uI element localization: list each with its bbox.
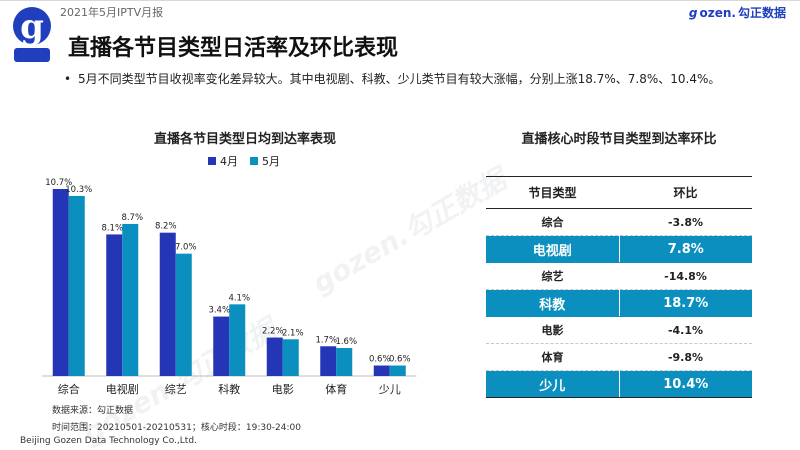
data-source: 数据来源：勾正数据 xyxy=(52,406,134,416)
brand-name: ozen. xyxy=(699,5,736,20)
header-change: 环比 xyxy=(673,186,698,200)
header-divider xyxy=(0,0,800,1)
data-label: 2.2% xyxy=(262,327,284,337)
table-row: 科教 18.7% xyxy=(486,290,752,317)
header-type: 节目类型 xyxy=(528,186,577,200)
legend-item-april: 4月 xyxy=(208,153,238,169)
table-row: 电视剧 7.8% xyxy=(486,236,752,263)
cell-change: 7.8% xyxy=(618,236,753,262)
cell-change: -4.1% xyxy=(667,323,704,337)
data-label: 1.6% xyxy=(335,337,357,347)
brand-g: g xyxy=(688,5,698,20)
chart-legend: 4月 5月 xyxy=(208,153,280,169)
company-name: Beijing Gozen Data Technology Co.,Ltd. xyxy=(20,436,197,446)
x-tick-label: 电视剧 xyxy=(106,382,139,396)
data-label: 10.7% xyxy=(45,178,72,188)
legend-label-april: 4月 xyxy=(220,155,238,168)
cell-type: 科教 xyxy=(539,297,566,313)
table-row: 综合 -3.8% xyxy=(486,209,752,236)
brand-logo: g ozen. 勾正数据 xyxy=(689,4,786,21)
bar-april xyxy=(266,337,283,376)
legend-swatch-april xyxy=(208,157,216,165)
change-table: 节目类型 环比 综合 -3.8% 电视剧 7.8% 综艺 -14.8% 科教 18.7% 电影 -… xyxy=(486,176,752,398)
bar-may xyxy=(336,348,353,376)
x-tick-label: 综艺 xyxy=(165,382,187,396)
cell-change: 18.7% xyxy=(618,290,753,316)
bar-may xyxy=(229,304,246,376)
cell-type: 电影 xyxy=(541,324,564,337)
x-tick-label: 少儿 xyxy=(379,383,401,396)
data-label: 1.7% xyxy=(315,335,337,345)
cell-type: 综艺 xyxy=(541,270,564,283)
legend-swatch-may xyxy=(250,157,258,165)
time-range: 时间范围：20210501-20210531；核心时段：19:30-24:00 xyxy=(52,423,301,433)
bar-april xyxy=(213,316,230,376)
bar-may xyxy=(282,339,299,376)
report-label: 2021年5月IPTV月报 xyxy=(60,6,164,19)
cell-change: -9.8% xyxy=(667,350,704,364)
data-label: 8.2% xyxy=(155,222,177,232)
table-row: 少儿 10.4% xyxy=(486,371,752,398)
summary-bullet: • 5月不同类型节目收视率变化差异较大。其中电视剧、科教、少儿类节目有较大涨幅，分… xyxy=(64,70,720,87)
cell-change: -3.8% xyxy=(667,215,704,229)
data-label: 7.0% xyxy=(175,243,197,253)
table-row: 体育 -9.8% xyxy=(486,344,752,371)
bar-april xyxy=(320,346,337,376)
table-row: 综艺 -14.8% xyxy=(486,263,752,290)
bar-april xyxy=(52,188,69,376)
table-row: 电影 -4.1% xyxy=(486,317,752,344)
x-tick-label: 体育 xyxy=(325,382,347,396)
page-title: 直播各节目类型日活率及环比表现 xyxy=(68,36,399,61)
data-label: 2.1% xyxy=(282,328,304,338)
svg-text:g: g xyxy=(20,7,44,47)
x-tick-label: 科教 xyxy=(218,382,240,396)
data-label: 8.1% xyxy=(101,223,123,233)
chart-title: 直播各节目类型日均到达率表现 xyxy=(153,132,336,147)
bar-april xyxy=(373,365,390,376)
data-label: 3.4% xyxy=(208,306,230,316)
bar-chart: 10.7%10.3% 综合 8.1%8.7% 电视剧 8.2% 7.0% 综艺 3.4% 4.1… xyxy=(42,178,417,396)
cell-type: 综合 xyxy=(541,216,564,229)
table-header: 节目类型 环比 xyxy=(486,176,752,209)
legend-item-may: 5月 xyxy=(250,153,280,169)
cell-type: 电视剧 xyxy=(532,243,572,259)
bullet-dot-icon: • xyxy=(64,72,72,86)
cell-change: 10.4% xyxy=(618,371,753,397)
brand-cn: 勾正数据 xyxy=(737,6,786,20)
summary-text: 5月不同类型节目收视率变化差异较大。其中电视剧、科教、少儿类节目有较大涨幅，分别… xyxy=(78,72,721,86)
cell-change: -14.8% xyxy=(664,269,707,283)
x-tick-label: 综合 xyxy=(58,382,80,396)
bar-may xyxy=(389,365,406,376)
cell-type: 体育 xyxy=(541,351,564,364)
x-tick-label: 电影 xyxy=(272,383,294,396)
table-title: 直播核心时段节目类型到达率环比 xyxy=(521,132,717,147)
data-label: 8.7% xyxy=(121,213,143,223)
gozen-logo-icon: g xyxy=(13,7,51,62)
data-label: 0.6% xyxy=(389,355,411,365)
data-label: 0.6% xyxy=(369,355,391,365)
bar-may xyxy=(175,253,192,376)
bar-april xyxy=(106,234,123,376)
data-label: 4.1% xyxy=(228,293,250,303)
bar-may xyxy=(68,195,85,376)
legend-label-may: 5月 xyxy=(262,155,280,168)
data-label: 10.3% xyxy=(65,185,92,195)
bar-april xyxy=(159,232,176,376)
cell-type: 少儿 xyxy=(539,378,566,394)
bar-may xyxy=(122,223,139,376)
